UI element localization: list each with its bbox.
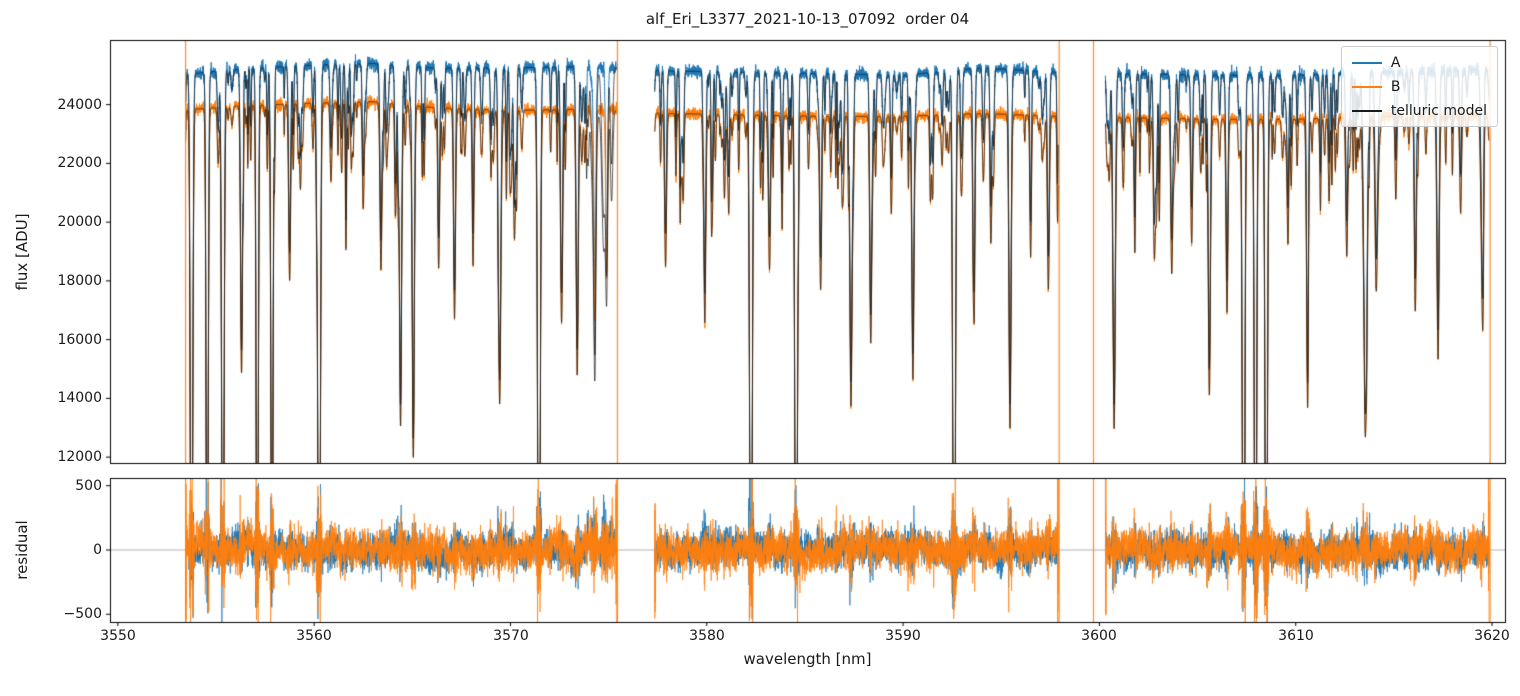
- legend-label-telluric: telluric model: [1390, 102, 1487, 119]
- residual-y-tick-label: 500: [75, 478, 102, 494]
- legend-line-swatch-b: [1351, 85, 1382, 88]
- residual-y-axis-label: residual: [13, 520, 31, 580]
- flux-y-tick-label: 16000: [57, 332, 102, 348]
- x-tick-label: 3590: [885, 628, 921, 644]
- legend-item-telluric-model: telluric model: [1351, 101, 1487, 120]
- plot-title: alf_Eri_L3377_2021-10-13_07092 order 04: [645, 10, 970, 28]
- flux-y-tick-label: 20000: [57, 214, 102, 230]
- flux-y-tick-label: 18000: [57, 273, 102, 289]
- flux-y-tick-label: 12000: [57, 449, 102, 465]
- legend-item-a: A: [1351, 53, 1487, 72]
- residual-y-tick-label: −500: [63, 606, 102, 622]
- legend-label-a: A: [1390, 54, 1401, 71]
- residual-y-tick-label: 0: [93, 542, 102, 558]
- x-tick-label: 3620: [1474, 628, 1510, 644]
- x-tick-label: 3550: [100, 628, 136, 644]
- flux-y-tick-label: 14000: [57, 390, 102, 406]
- legend-label-b: B: [1390, 78, 1401, 95]
- legend-line-swatch-a: [1351, 61, 1382, 64]
- x-tick-label: 3580: [689, 628, 725, 644]
- flux-y-tick-label: 22000: [57, 155, 102, 171]
- x-tick-label: 3610: [1278, 628, 1314, 644]
- flux-y-axis-label: flux [ADU]: [13, 213, 31, 291]
- x-axis-label: wavelength [nm]: [743, 650, 872, 668]
- legend: A B telluric model: [1340, 46, 1498, 127]
- legend-line-swatch-telluric: [1351, 109, 1382, 112]
- x-tick-label: 3570: [493, 628, 529, 644]
- x-tick-label: 3560: [296, 628, 332, 644]
- x-tick-label: 3600: [1081, 628, 1117, 644]
- flux-y-tick-label: 24000: [57, 97, 102, 113]
- legend-item-b: B: [1351, 77, 1487, 96]
